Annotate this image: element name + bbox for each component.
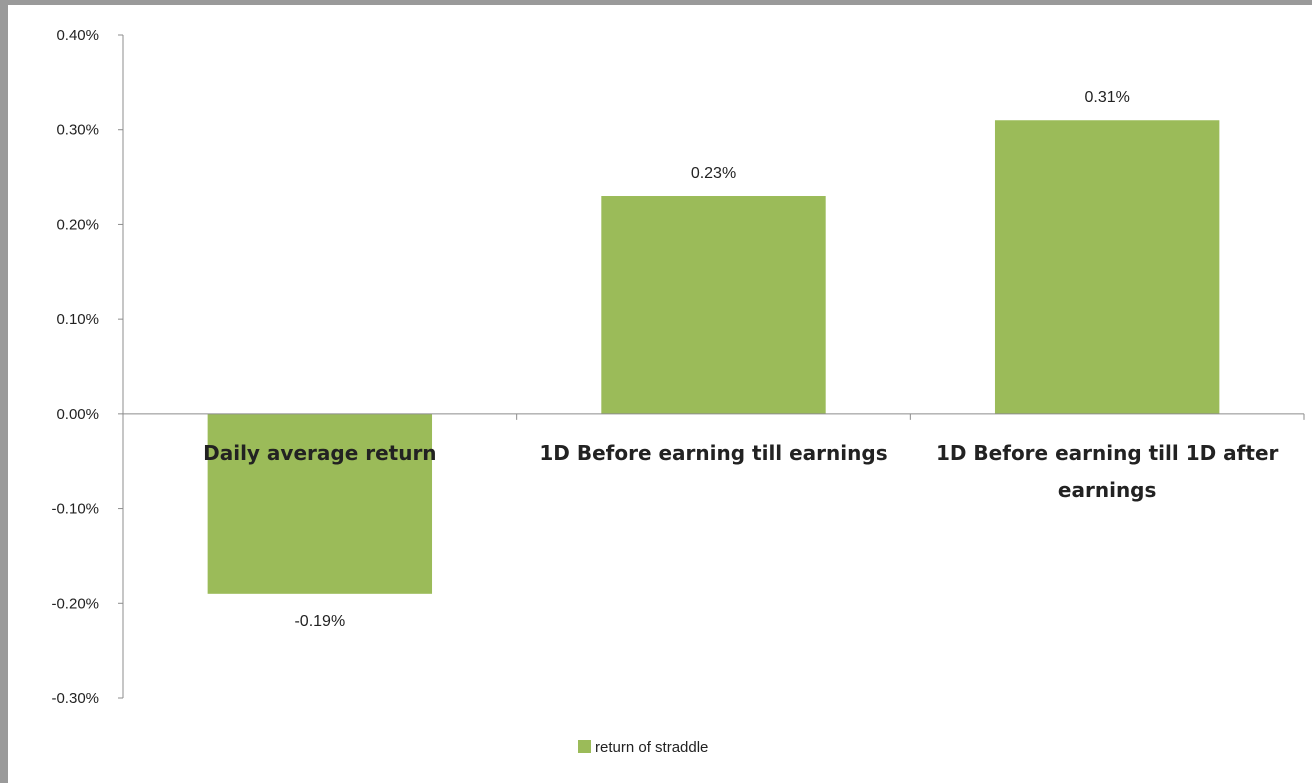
bar [994,120,1220,414]
y-tick-label: 0.30% [56,122,99,139]
y-tick-label: 0.40% [56,27,99,44]
x-tick-label-line: earnings [1058,478,1156,502]
data-label: 0.23% [691,165,736,182]
y-tick-label: 0.20% [56,216,99,233]
x-tick-label: 1D Before earning till 1D after earnings [936,441,1279,502]
axes [118,34,1305,699]
bar [601,196,826,414]
legend-swatch [578,740,591,753]
data-label: 0.31% [1084,89,1129,106]
x-tick-label-line: 1D Before earning till earnings [539,441,887,465]
legend-label: return of straddle [595,739,708,756]
x-tick-labels: Daily average return 1D Before earning ti… [203,441,1278,502]
y-tick-label: -0.10% [51,501,99,518]
x-tick-label: Daily average return [203,441,436,465]
y-tick-labels: 0.40% 0.30% 0.20% 0.10% 0.00% -0.10% -0.20% -0.… [51,27,99,707]
bar [207,413,433,594]
y-tick-label: -0.20% [51,595,99,612]
bars [207,120,1220,594]
x-tick-label-line: Daily average return [203,441,436,465]
x-tick-label: 1D Before earning till earnings [539,441,887,465]
data-labels: -0.19% 0.23% 0.31% [294,89,1129,630]
y-tick-label: 0.00% [56,406,99,423]
y-tick-label: -0.30% [51,690,99,707]
data-label: -0.19% [294,613,345,630]
y-tick-label: 0.10% [56,311,99,328]
legend: return of straddle [578,739,708,756]
x-tick-label-line: 1D Before earning till 1D after [936,441,1279,465]
bar-chart: 0.40% 0.30% 0.20% 0.10% 0.00% -0.10% -0.20% -0.… [51,27,1305,756]
